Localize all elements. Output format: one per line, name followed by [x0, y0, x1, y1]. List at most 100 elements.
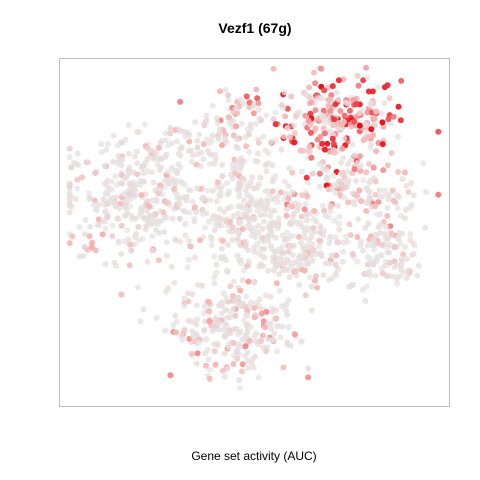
cell-point-bottom-group [206, 375, 213, 382]
cell-point-left-large-group [96, 201, 103, 208]
cell-point-left-large-group [122, 204, 129, 211]
cell-point-center-right-group [276, 271, 283, 278]
cell-point-top-right-group [284, 125, 291, 131]
cell-point-upper-center-strip [209, 132, 216, 139]
cell-point-center-right-group [329, 275, 336, 282]
cell-point-top-right-group [314, 136, 321, 143]
cell-point-bottom-group [251, 314, 258, 321]
cell-point-center-group [269, 196, 276, 203]
cell-point-left-large-group [66, 240, 73, 247]
cell-point-center-right-group [281, 267, 288, 273]
cell-point-right-arm [324, 176, 330, 183]
cell-point-left-large-group [86, 190, 93, 197]
cell-point-center-right-group [291, 242, 297, 249]
cell-point-top-right-group [293, 113, 299, 120]
cell-point-center-group [264, 196, 270, 203]
cell-point-top-right-group [364, 109, 371, 116]
cell-point-bottom-group [217, 300, 224, 306]
cell-point-top-left-group [216, 88, 223, 95]
cell-point-upper-center-strip [200, 156, 207, 163]
cell-point-top-right-group [373, 108, 380, 115]
cell-point-center-right-group [317, 250, 324, 257]
cell-point-top-right-group [355, 82, 362, 89]
cell-point-right-arm [294, 207, 301, 214]
cell-point-upper-center-strip [192, 119, 199, 126]
cell-point-right-arm [348, 157, 354, 164]
cell-point-right-arm [405, 189, 412, 196]
cell-point-center-group [262, 161, 269, 168]
cell-point-left-large-group [102, 261, 109, 268]
cell-point-center-right-group [313, 218, 320, 225]
cell-point-bottom-group [230, 361, 237, 367]
cell-point-top-right-group [321, 130, 328, 137]
cell-point-right-arm [408, 180, 415, 186]
cell-point-upper-center-strip [214, 120, 221, 126]
cell-point-bottom-group [193, 302, 200, 309]
cell-point-top-right-group [315, 95, 322, 102]
cell-point-center-right-group [296, 233, 302, 240]
cell-point-bottom-group [210, 326, 217, 333]
cell-point-center-group [224, 268, 231, 275]
cell-point-center-group [267, 213, 274, 219]
cell-point-bottom-group [211, 274, 218, 281]
cell-point-top-right-group [328, 92, 335, 99]
cell-point-left-large-group [93, 207, 100, 214]
cell-point-right-lower-group [377, 252, 384, 258]
cell-point-center-group [229, 237, 236, 243]
cell-point-top-right-group [329, 83, 336, 90]
cell-point-left-large-group [104, 213, 111, 220]
cell-point-top-right-group [337, 108, 344, 115]
cell-point-right-arm [423, 189, 429, 196]
cell-point-bottom-group [229, 292, 236, 299]
cell-point-right-lower-group [364, 253, 371, 260]
cell-point-top-right-group [288, 93, 295, 100]
cell-point-right-arm [363, 208, 370, 215]
cell-point-bottom-group [245, 278, 252, 285]
cell-point-left-large-group [74, 176, 81, 183]
cell-point-left-large-group [149, 147, 156, 154]
cell-point-right-arm [350, 199, 357, 206]
cell-point-left-large-group [82, 217, 89, 223]
cell-point-left-large-group [118, 139, 125, 146]
cell-point-left-large-group [102, 180, 108, 187]
cell-point-right-lower-group [384, 273, 391, 279]
cell-point-right-lower-group [366, 259, 373, 266]
cell-point-top-right-group [321, 119, 328, 126]
cell-point-bottom-group [242, 343, 249, 349]
cell-point-center-right-group [326, 240, 333, 246]
cell-point-center-right-group [275, 220, 282, 227]
cell-point-right-lower-group [391, 264, 398, 271]
cell-point-top-right-group [365, 88, 372, 95]
cell-point-top-right-group [344, 168, 351, 175]
cell-point-left-large-group [163, 239, 170, 246]
cell-point-right-arm [316, 161, 323, 167]
cell-point-top-right-group [324, 140, 331, 147]
cell-point-bottom-group [280, 364, 287, 371]
cell-point-right-lower-group [394, 276, 401, 283]
cell-point-top-left-group [237, 96, 244, 103]
cell-point-bottom-group [194, 316, 201, 323]
cell-point-right-arm [366, 193, 373, 200]
cell-point-left-large-group [206, 218, 212, 225]
cell-point-right-lower-group [345, 199, 352, 206]
cell-point-center-group [237, 219, 244, 226]
cell-point-upper-center-strip [200, 141, 207, 148]
cell-point-center-group [224, 241, 231, 248]
cell-point-top-right-group [365, 134, 372, 140]
cell-point-top-left-group [209, 102, 216, 109]
cell-point-right-lower-group [373, 257, 380, 264]
cell-point-right-arm [349, 190, 356, 197]
cell-point-bottom-group [215, 326, 222, 333]
cell-point-center-group [263, 168, 270, 175]
cell-point-left-large-group [149, 197, 156, 204]
cell-point-bottom-group [237, 328, 244, 335]
cell-point-upper-center-strip [175, 126, 182, 132]
cell-point-center-group [234, 252, 241, 259]
cell-point-top-right-group [381, 100, 388, 107]
cell-point-center-group [187, 243, 194, 250]
cell-point-bottom-group [181, 303, 188, 310]
cell-point-left-large-group [90, 202, 97, 209]
cell-point-bottom-group [206, 318, 213, 325]
cell-point-bottom-group [268, 245, 275, 252]
cell-point-center-right-group [322, 260, 329, 267]
